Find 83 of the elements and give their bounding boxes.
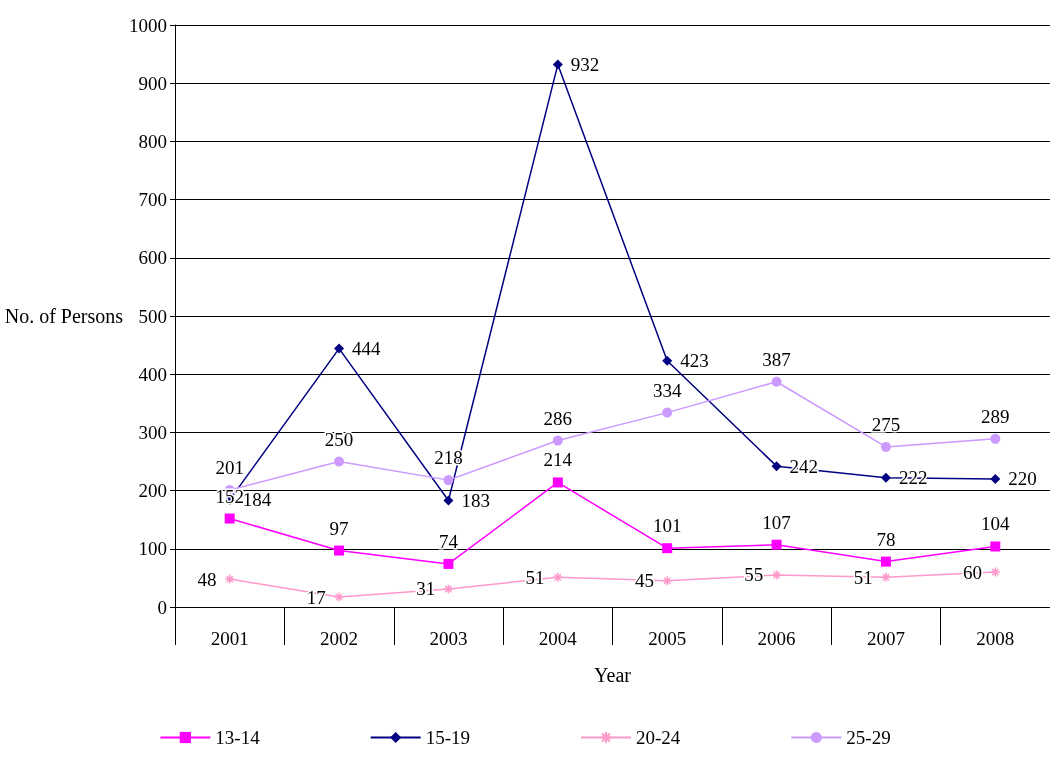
x-tick-label: 2005 [648, 628, 687, 649]
data-label: 97 [329, 517, 349, 539]
x-tick-label: 2008 [976, 628, 1015, 649]
data-label: 31 [416, 578, 436, 600]
y-tick-label: 400 [138, 363, 167, 385]
data-label: 17 [306, 586, 326, 608]
y-tick-label: 500 [138, 305, 167, 327]
point [771, 569, 782, 581]
x-tick-label: 2006 [757, 628, 796, 649]
y-tick-label: 1000 [129, 14, 167, 36]
point [443, 558, 454, 569]
point [990, 541, 1001, 552]
point [880, 556, 891, 567]
legend-label: 15-19 [425, 727, 470, 748]
x-tick-label: 2001 [210, 628, 249, 649]
data-label: 387 [762, 348, 791, 370]
data-label: 932 [570, 54, 600, 76]
data-label: 104 [981, 513, 1011, 535]
data-label: 107 [762, 511, 791, 533]
point [443, 583, 454, 595]
point [990, 433, 1001, 444]
y-axis-title: No. of Persons [4, 305, 124, 327]
x-tick-label: 2004 [538, 628, 578, 649]
y-tick-label: 700 [138, 189, 167, 211]
y-tick-label: 200 [138, 480, 167, 502]
point [990, 473, 1001, 484]
point [552, 435, 563, 446]
y-tick-label: 100 [138, 538, 167, 560]
point [334, 456, 345, 467]
point [224, 573, 235, 585]
legend-label: 20-24 [636, 727, 681, 748]
point [443, 495, 454, 506]
y-tick-label: 800 [138, 130, 167, 152]
data-label: 201 [215, 457, 244, 479]
point [552, 477, 563, 488]
point [443, 475, 454, 486]
data-label: 286 [543, 407, 573, 429]
data-label: 78 [876, 528, 896, 550]
data-label: 51 [853, 566, 873, 588]
data-label: 250 [324, 428, 354, 450]
point [880, 472, 891, 483]
y-tick-label: 300 [138, 421, 167, 443]
point [662, 543, 673, 554]
data-label: 45 [634, 570, 654, 592]
point [662, 355, 673, 366]
x-tick-label: 2003 [429, 628, 468, 649]
point [334, 343, 345, 354]
point [880, 572, 892, 583]
point [880, 441, 891, 452]
data-label: 48 [197, 568, 217, 590]
data-label: 214 [543, 449, 573, 471]
data-label: 101 [652, 515, 682, 537]
x-tick-label: 2007 [866, 628, 905, 649]
point [771, 539, 782, 550]
point [661, 575, 673, 587]
data-label: 55 [744, 564, 764, 586]
point [771, 376, 782, 387]
point [552, 59, 563, 70]
data-label: 289 [981, 405, 1010, 427]
point [224, 513, 235, 524]
legend-label: 13-14 [215, 727, 261, 748]
point [334, 545, 345, 556]
point [990, 566, 1001, 578]
x-axis-title: Year [594, 664, 632, 686]
data-label: 60 [963, 561, 983, 583]
y-tick-label: 600 [138, 247, 167, 269]
data-label: 275 [871, 413, 901, 435]
data-label: 334 [652, 379, 682, 401]
data-label: 74 [438, 530, 459, 552]
data-label: 51 [525, 566, 545, 588]
data-label: 444 [352, 338, 382, 360]
x-tick-label: 2002 [320, 628, 359, 649]
point [662, 407, 673, 418]
data-label: 220 [1008, 468, 1037, 490]
data-label: 423 [680, 350, 709, 372]
point [333, 591, 345, 603]
point [771, 461, 782, 472]
data-label: 183 [461, 489, 490, 511]
data-label: 184 [242, 489, 272, 511]
y-tick-label: 0 [157, 596, 167, 618]
point [552, 572, 564, 583]
y-tick-label: 900 [138, 72, 167, 94]
legend-label: 25-29 [846, 727, 891, 748]
